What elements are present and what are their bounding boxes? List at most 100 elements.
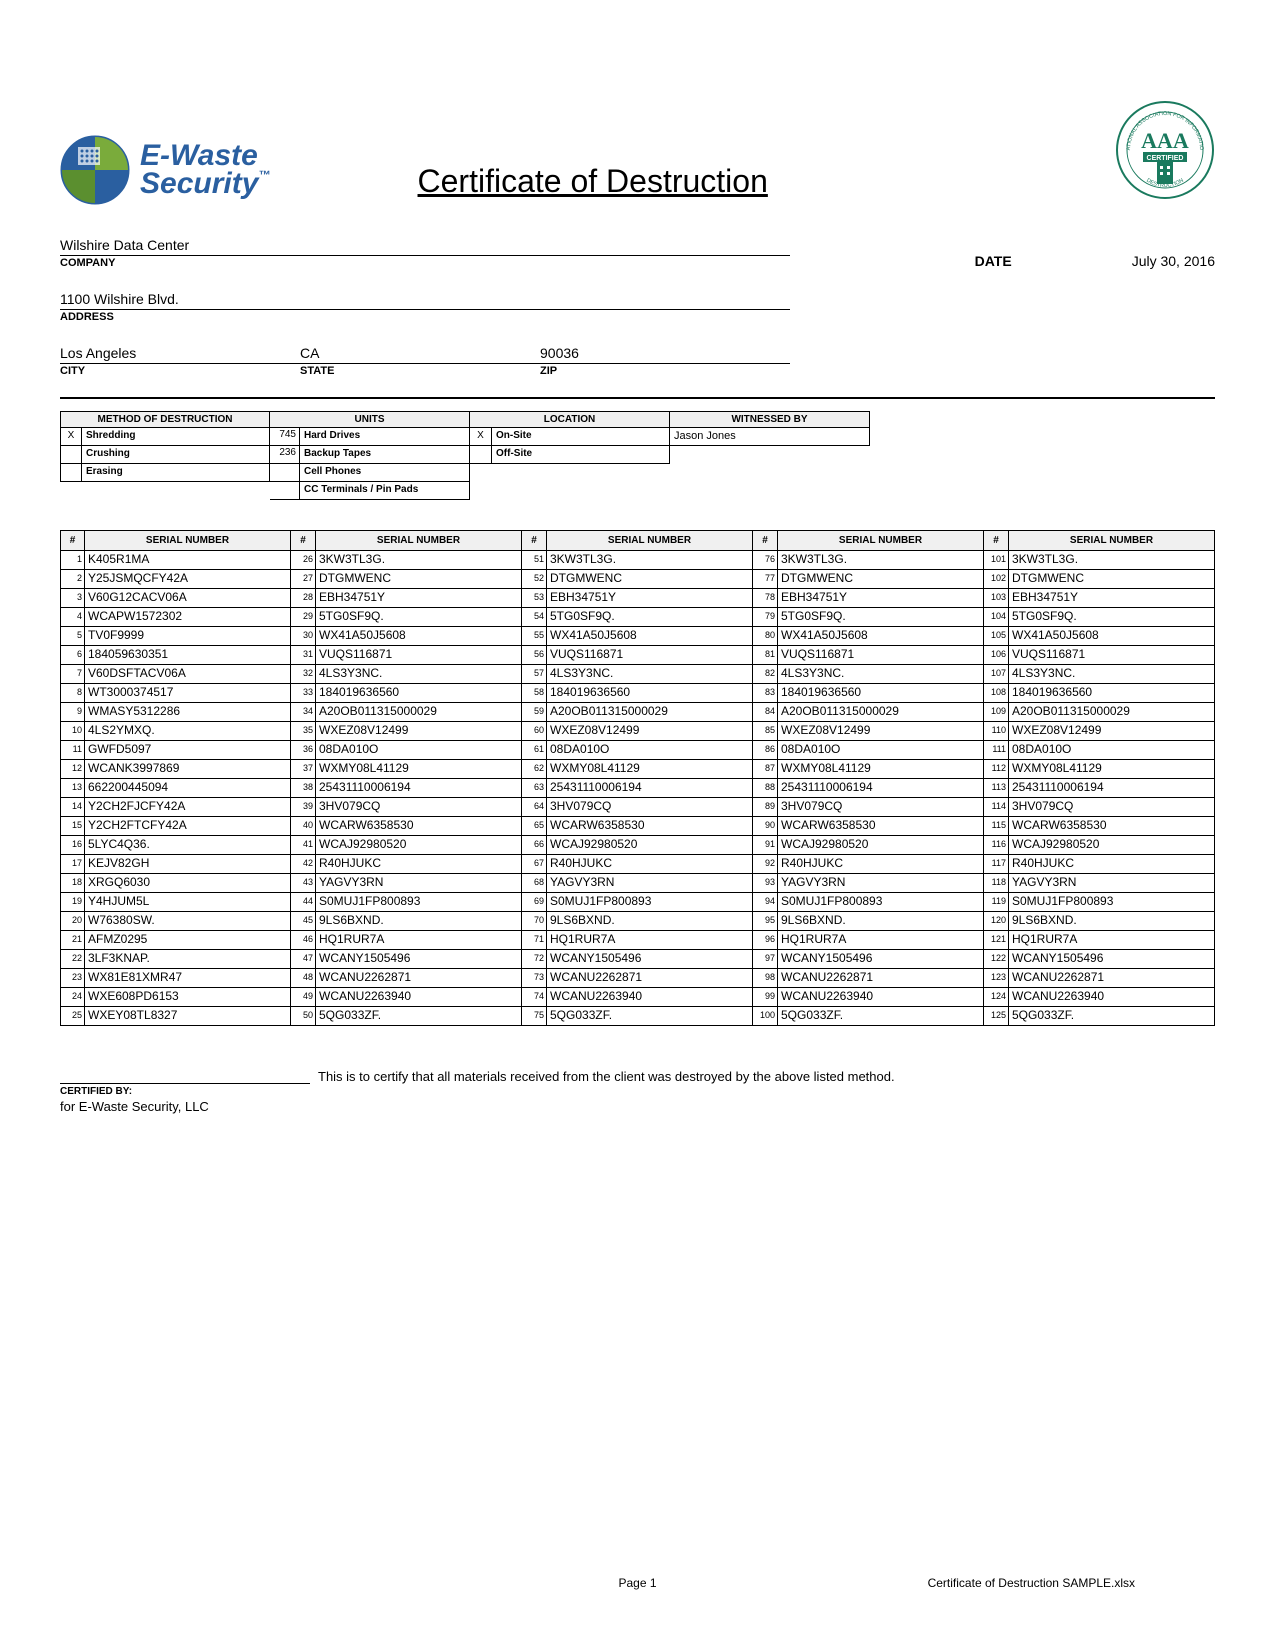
serial-row-value: 08DA010O [316, 741, 522, 760]
serial-row-value: 184019636560 [547, 684, 753, 703]
serial-row-num: 125 [984, 1007, 1009, 1026]
serial-row-num: 93 [753, 874, 778, 893]
serial-row-value: 5TG0SF9Q. [1009, 608, 1215, 627]
serial-row-num: 41 [291, 836, 316, 855]
serial-row-num: 32 [291, 665, 316, 684]
serial-row-value: YAGVY3RN [778, 874, 984, 893]
witness-value: Jason Jones [670, 428, 870, 446]
serial-row-num: 109 [984, 703, 1009, 722]
serial-row-num: 50 [291, 1007, 316, 1026]
serial-row-value: W76380SW. [85, 912, 291, 931]
serial-row-value: VUQS116871 [778, 646, 984, 665]
serial-row-num: 14 [60, 798, 85, 817]
serial-row-num: 44 [291, 893, 316, 912]
serial-row-num: 124 [984, 988, 1009, 1007]
serial-row-num: 4 [60, 608, 85, 627]
units-header: UNITS [270, 411, 470, 428]
logo-text-1: E-Waste [140, 142, 270, 171]
serial-row-value: DTGMWENC [1009, 570, 1215, 589]
serial-row-num: 46 [291, 931, 316, 950]
serial-row-num: 62 [522, 760, 547, 779]
serial-row-value: S0MUJ1FP800893 [1009, 893, 1215, 912]
serial-row-num: 17 [60, 855, 85, 874]
serial-row-num: 39 [291, 798, 316, 817]
serial-row-num: 98 [753, 969, 778, 988]
serial-header-num: # [753, 530, 778, 551]
serial-row-value: WCANU2262871 [547, 969, 753, 988]
serial-row-num: 76 [753, 551, 778, 570]
method-label: Shredding [82, 428, 270, 446]
zip-value: 90036 [540, 343, 790, 364]
serial-row-num: 72 [522, 950, 547, 969]
serial-row-value: 184019636560 [1009, 684, 1215, 703]
serial-row-num: 34 [291, 703, 316, 722]
serial-row-num: 88 [753, 779, 778, 798]
serial-row-value: A20OB011315000029 [547, 703, 753, 722]
serial-row-value: 184019636560 [778, 684, 984, 703]
address-value: 1100 Wilshire Blvd. [60, 289, 790, 310]
serial-row-num: 83 [753, 684, 778, 703]
serial-header-text: SERIAL NUMBER [85, 530, 291, 551]
serial-row-value: 184059630351 [85, 646, 291, 665]
cert-for: for E-Waste Security, LLC [60, 1099, 1215, 1114]
serial-row-num: 8 [60, 684, 85, 703]
serial-row-value: WXMY08L41129 [316, 760, 522, 779]
serial-row-num: 79 [753, 608, 778, 627]
unit-count: 745 [270, 428, 300, 446]
serial-row-num: 106 [984, 646, 1009, 665]
serial-row-num: 37 [291, 760, 316, 779]
serial-row-value: 5TG0SF9Q. [778, 608, 984, 627]
serial-row-value: WCARW6358530 [1009, 817, 1215, 836]
serial-row-value: R40HJUKC [778, 855, 984, 874]
serial-row-value: Y4HJUM5L [85, 893, 291, 912]
serial-row-value: 184019636560 [316, 684, 522, 703]
company-label: COMPANY [60, 256, 790, 269]
method-label: Crushing [82, 446, 270, 464]
serial-row-num: 94 [753, 893, 778, 912]
serial-row-value: EBH34751Y [316, 589, 522, 608]
serial-row-value: HQ1RUR7A [316, 931, 522, 950]
cert-label: CERTIFIED BY: [60, 1086, 1215, 1097]
unit-count [270, 464, 300, 482]
location-header: LOCATION [470, 411, 670, 428]
serial-row-value: WCAJ92980520 [1009, 836, 1215, 855]
serial-row-value: WT3000374517 [85, 684, 291, 703]
serial-row-value: WXMY08L41129 [1009, 760, 1215, 779]
location-check: X [470, 428, 492, 446]
certification-badge: AAA CERTIFIED NATIONAL ASSOCIATION FOR I… [1115, 100, 1215, 205]
serial-row-value: WCANU2262871 [316, 969, 522, 988]
serial-row-num: 15 [60, 817, 85, 836]
serial-row-num: 24 [60, 988, 85, 1007]
serial-row-value: 08DA010O [547, 741, 753, 760]
serial-row-value: A20OB011315000029 [778, 703, 984, 722]
page-number: Page 1 [618, 1576, 656, 1590]
serial-row-value: WCANU2262871 [778, 969, 984, 988]
serial-row-num: 69 [522, 893, 547, 912]
serial-row-value: XRGQ6030 [85, 874, 291, 893]
serial-row-value: S0MUJ1FP800893 [547, 893, 753, 912]
serial-row-num: 74 [522, 988, 547, 1007]
serial-row-value: 3LF3KNAP. [85, 950, 291, 969]
serial-row-value: 3KW3TL3G. [316, 551, 522, 570]
serial-row-num: 20 [60, 912, 85, 931]
serial-row-value: YAGVY3RN [1009, 874, 1215, 893]
serial-row-num: 52 [522, 570, 547, 589]
serial-row-num: 73 [522, 969, 547, 988]
serial-row-value: 9LS6BXND. [316, 912, 522, 931]
serial-row-value: V60DSFTACV06A [85, 665, 291, 684]
serial-row-num: 59 [522, 703, 547, 722]
serial-row-value: 5TG0SF9Q. [316, 608, 522, 627]
serial-header-num: # [522, 530, 547, 551]
serial-row-num: 65 [522, 817, 547, 836]
serial-row-num: 71 [522, 931, 547, 950]
cert-statement: This is to certify that all materials re… [310, 1069, 895, 1084]
serial-row-num: 61 [522, 741, 547, 760]
serial-row-num: 22 [60, 950, 85, 969]
witnessed-header: WITNESSED BY [670, 411, 870, 428]
serial-row-value: WXMY08L41129 [547, 760, 753, 779]
serial-row-num: 38 [291, 779, 316, 798]
serial-row-value: 5LYC4Q36. [85, 836, 291, 855]
serial-row-value: WXEZ08V12499 [316, 722, 522, 741]
serial-row-num: 100 [753, 1007, 778, 1026]
method-check: X [60, 428, 82, 446]
